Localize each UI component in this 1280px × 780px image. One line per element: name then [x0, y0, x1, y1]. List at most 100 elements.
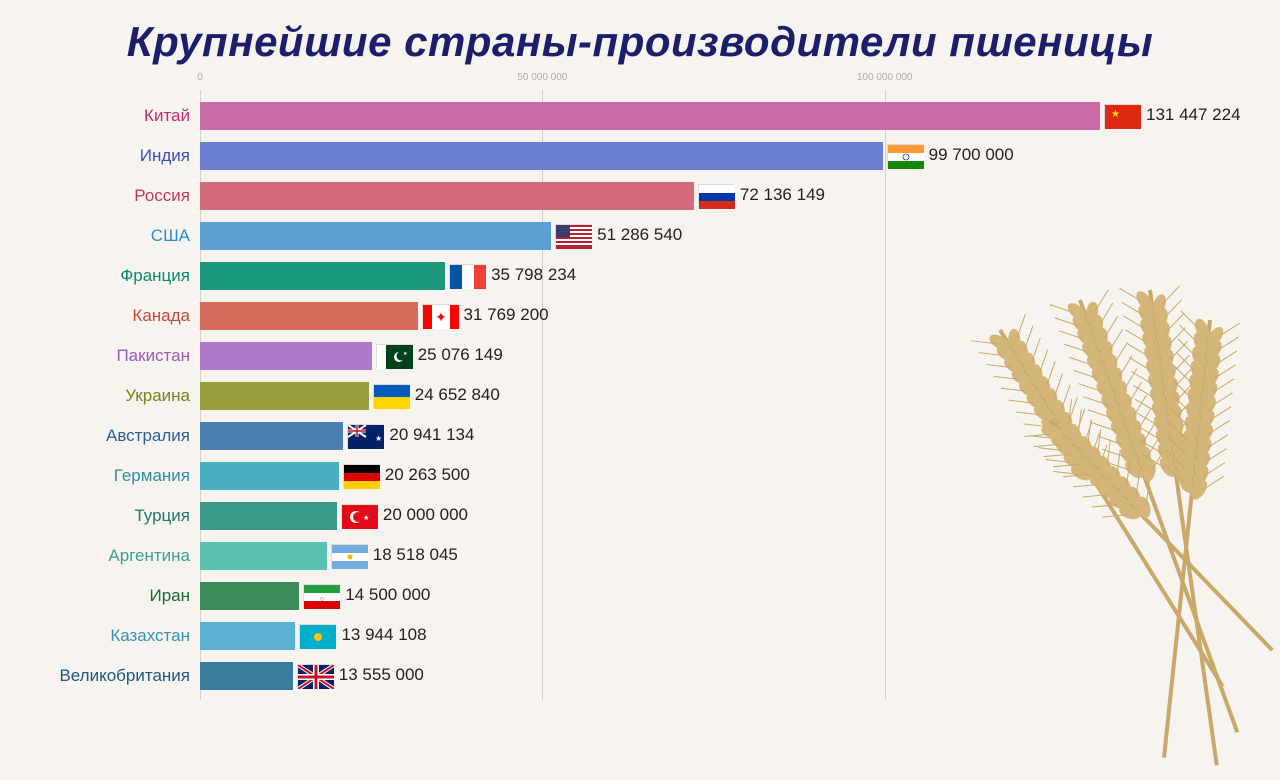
bar-row: Россия 72 136 149	[30, 176, 1130, 216]
bar	[200, 142, 883, 170]
country-label: Украина	[30, 386, 198, 406]
bar-area: 20 263 500	[198, 462, 1130, 490]
bar-value-label: 20 263 500	[385, 465, 470, 485]
country-label: Индия	[30, 146, 198, 166]
bar-value-label: 25 076 149	[418, 345, 503, 365]
bar-value-label: 99 700 000	[929, 145, 1014, 165]
country-label: Австралия	[30, 426, 198, 446]
bar-area: 51 286 540	[198, 222, 1130, 250]
bar	[200, 302, 418, 330]
bar-value-label: 131 447 224	[1146, 105, 1241, 125]
bar-area: 13 555 000	[198, 662, 1130, 690]
bar-area: ★131 447 224	[198, 102, 1130, 130]
bar	[200, 462, 339, 490]
bar-row: Украина 24 652 840	[30, 376, 1130, 416]
bar-area: 72 136 149	[198, 182, 1130, 210]
country-label: Канада	[30, 306, 198, 326]
bar-value-label: 31 769 200	[464, 305, 549, 325]
bar	[200, 102, 1100, 130]
bar-area: 99 700 000	[198, 142, 1130, 170]
bar-row: Австралия ★ 20 941 134	[30, 416, 1130, 456]
bar-row: Франция 35 798 234	[30, 256, 1130, 296]
bar-value-label: 72 136 149	[740, 185, 825, 205]
bar-row: Казахстан 13 944 108	[30, 616, 1130, 656]
bar-row: Великобритания 13 555 000	[30, 656, 1130, 696]
bar-area: 18 518 045	[198, 542, 1130, 570]
flag-icon: ★	[341, 504, 377, 528]
bar-value-label: 13 555 000	[339, 665, 424, 685]
bar	[200, 662, 293, 690]
bar-area: ★ 20 000 000	[198, 502, 1130, 530]
axis-tick-label: 0	[197, 72, 203, 83]
country-label: Казахстан	[30, 626, 198, 646]
country-label: Аргентина	[30, 546, 198, 566]
flag-icon	[555, 224, 591, 248]
flag-icon	[887, 144, 923, 168]
bar	[200, 262, 445, 290]
bar-area: ۞ 14 500 000	[198, 582, 1130, 610]
bar-area: ✦ 31 769 200	[198, 302, 1130, 330]
bar-row: Пакистан ★ 25 076 149	[30, 336, 1130, 376]
flag-icon	[698, 184, 734, 208]
svg-text:✦: ✦	[435, 309, 447, 325]
flag-icon	[343, 464, 379, 488]
axis-tick-label: 100 000 000	[857, 72, 913, 83]
bar	[200, 422, 343, 450]
svg-text:★: ★	[1111, 109, 1120, 120]
country-label: Пакистан	[30, 346, 198, 366]
flag-icon: ★	[1104, 104, 1140, 128]
bar-row: Индия 99 700 000	[30, 136, 1130, 176]
flag-icon	[449, 264, 485, 288]
flag-icon	[331, 544, 367, 568]
bar-area: 24 652 840	[198, 382, 1130, 410]
bar-area: 13 944 108	[198, 622, 1130, 650]
flag-icon: ✦	[422, 304, 458, 328]
bar-row: Канада ✦ 31 769 200	[30, 296, 1130, 336]
bar-value-label: 14 500 000	[345, 585, 430, 605]
bar-area: 35 798 234	[198, 262, 1130, 290]
bar-area: ★ 20 941 134	[198, 422, 1130, 450]
bar-value-label: 13 944 108	[341, 625, 426, 645]
country-label: Россия	[30, 186, 198, 206]
bar-row: Иран ۞ 14 500 000	[30, 576, 1130, 616]
country-label: Турция	[30, 506, 198, 526]
bar-value-label: 20 941 134	[389, 425, 474, 445]
chart-rows: Китай★131 447 224Индия99 700 000Россия72…	[30, 96, 1130, 696]
country-label: Китай	[30, 106, 198, 126]
svg-text:★: ★	[363, 514, 369, 522]
chart-title: Крупнейшие страны-производители пшеницы	[0, 0, 1280, 74]
flag-icon: ۞	[303, 584, 339, 608]
flag-icon: ★	[376, 344, 412, 368]
flag-icon	[297, 664, 333, 688]
bar-row: Китай★131 447 224	[30, 96, 1130, 136]
country-label: Франция	[30, 266, 198, 286]
bar	[200, 342, 372, 370]
bar-row: Аргентина 18 518 045	[30, 536, 1130, 576]
bar-value-label: 35 798 234	[491, 265, 576, 285]
country-label: США	[30, 226, 198, 246]
bar-value-label: 18 518 045	[373, 545, 458, 565]
svg-text:★: ★	[403, 351, 408, 357]
bar	[200, 622, 295, 650]
bar-value-label: 24 652 840	[415, 385, 500, 405]
country-label: Германия	[30, 466, 198, 486]
bar-value-label: 51 286 540	[597, 225, 682, 245]
svg-text:★: ★	[375, 434, 382, 443]
bar-area: ★ 25 076 149	[198, 342, 1130, 370]
bar	[200, 182, 694, 210]
bar	[200, 222, 551, 250]
bar	[200, 542, 327, 570]
flag-icon	[299, 624, 335, 648]
bar	[200, 582, 299, 610]
bar-row: Германия 20 263 500	[30, 456, 1130, 496]
country-label: Великобритания	[30, 666, 198, 686]
country-label: Иран	[30, 586, 198, 606]
bar-row: Турция ★ 20 000 000	[30, 496, 1130, 536]
flag-icon: ★	[347, 424, 383, 448]
flag-icon	[373, 384, 409, 408]
bar-row: США 51 286 540	[30, 216, 1130, 256]
axis-tick-label: 50 000 000	[517, 72, 567, 83]
bar	[200, 382, 369, 410]
bar	[200, 502, 337, 530]
bar-value-label: 20 000 000	[383, 505, 468, 525]
